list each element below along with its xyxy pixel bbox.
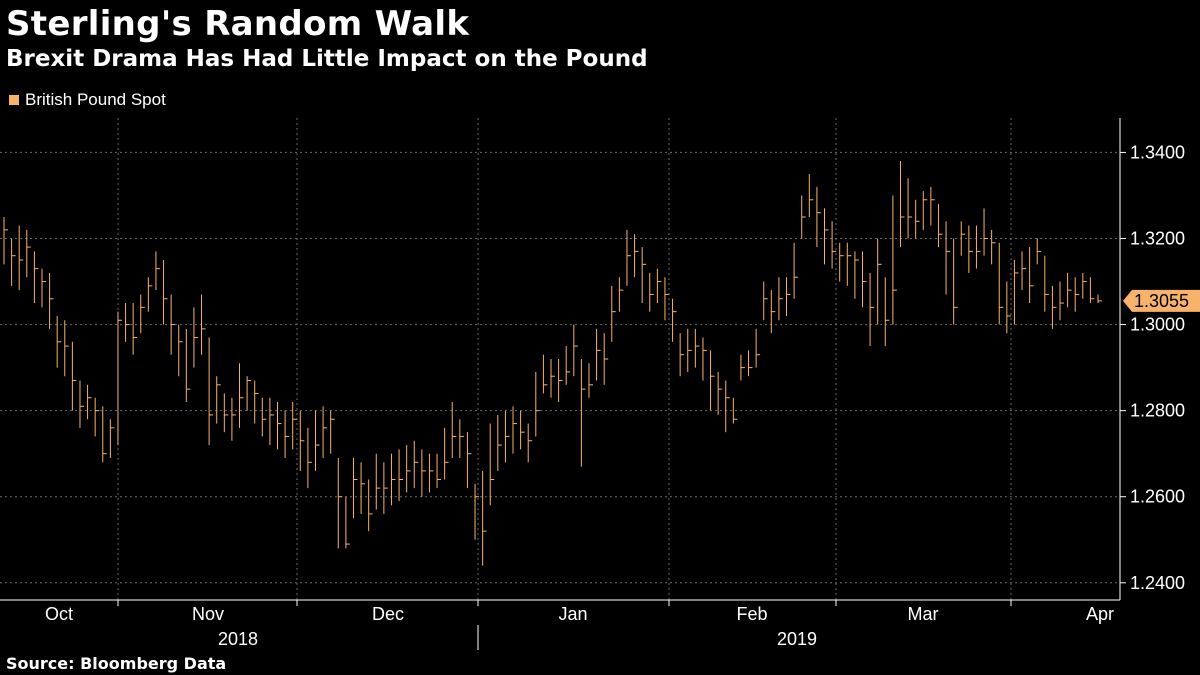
x-month-label: Apr [1086, 604, 1114, 624]
x-year-label: 2018 [218, 629, 258, 649]
legend-swatch [9, 95, 19, 105]
last-value-label: 1.3055 [1134, 291, 1189, 311]
y-tick-label: 1.2600 [1130, 487, 1185, 507]
x-month-label: Feb [736, 604, 767, 624]
x-month-label: Jan [558, 604, 587, 624]
y-tick-label: 1.3400 [1130, 142, 1185, 162]
legend-label: British Pound Spot [25, 90, 166, 109]
x-month-label: Oct [45, 604, 73, 624]
x-month-label: Mar [908, 604, 939, 624]
y-tick-label: 1.2400 [1130, 573, 1185, 593]
x-year-label: 2019 [777, 629, 817, 649]
source-note: Source: Bloomberg Data [6, 654, 227, 673]
y-tick-label: 1.3200 [1130, 229, 1185, 249]
legend: British Pound Spot [9, 90, 166, 110]
x-month-label: Dec [372, 604, 404, 624]
last-value-tag [1123, 289, 1200, 312]
chart-title: Sterling's Random Walk [6, 4, 470, 44]
y-tick-label: 1.3000 [1130, 315, 1185, 335]
chart-subtitle: Brexit Drama Has Had Little Impact on th… [6, 46, 648, 72]
x-month-label: Nov [192, 604, 224, 624]
y-tick-label: 1.2800 [1130, 401, 1185, 421]
